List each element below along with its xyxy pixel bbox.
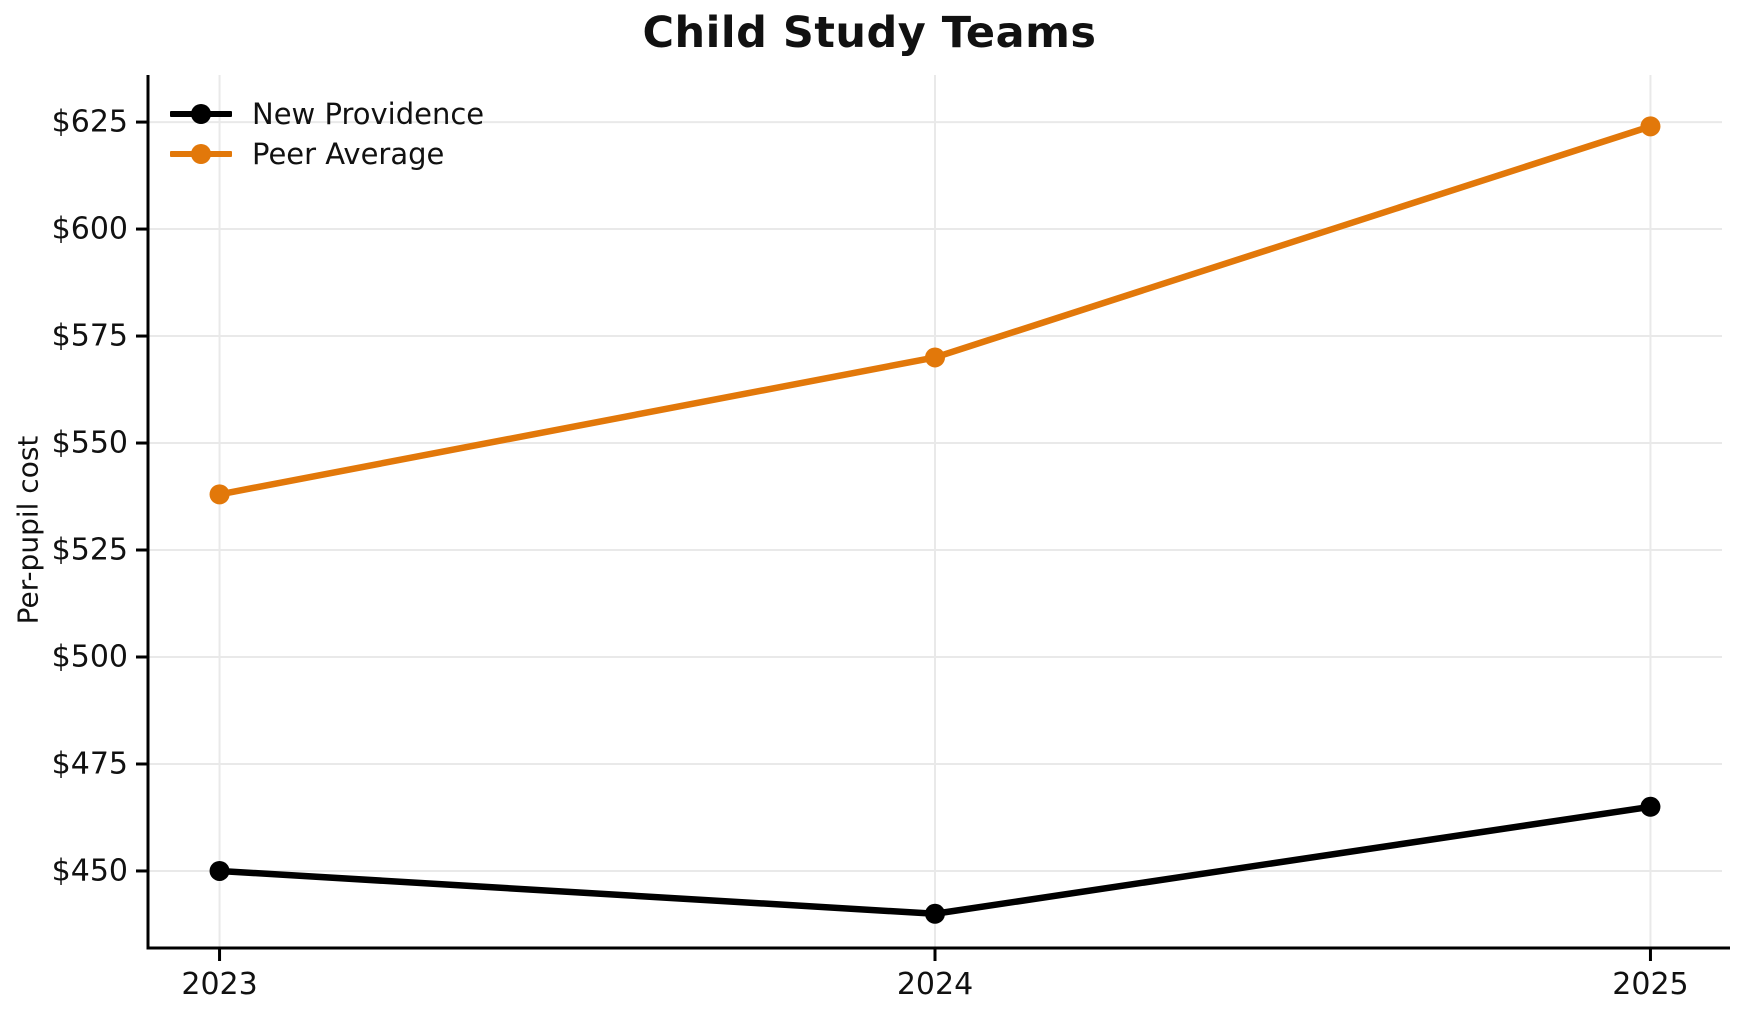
legend-swatch-icon	[170, 143, 232, 165]
legend-item-label: New Providence	[252, 96, 485, 131]
data-point-peer-average	[1640, 116, 1661, 137]
y-tick-label: $450	[51, 853, 128, 889]
y-tick-label: $550	[51, 425, 128, 461]
legend-item: Peer Average	[170, 134, 484, 173]
data-point-peer-average	[925, 347, 945, 368]
y-tick-label: $625	[51, 104, 128, 140]
chart-title: Child Study Teams	[642, 8, 1097, 58]
y-tick-label: $475	[51, 746, 128, 782]
legend-swatch-icon	[170, 103, 232, 125]
legend-marker-icon	[191, 143, 211, 164]
data-point-new-providence	[1640, 796, 1661, 817]
y-tick-label: $500	[51, 639, 128, 675]
x-tick-label: 2024	[896, 967, 974, 1002]
legend-item: New Providence	[170, 94, 484, 133]
y-tick-label: $600	[51, 211, 128, 247]
legend: New Providence Peer Average	[170, 94, 484, 173]
x-tick-label: 2025	[1612, 967, 1689, 1002]
data-point-new-providence	[209, 860, 230, 881]
y-tick-label: $575	[51, 318, 128, 354]
data-point-peer-average	[209, 484, 230, 505]
data-point-new-providence	[925, 903, 945, 924]
legend-marker-icon	[191, 103, 211, 124]
legend-item-label: Peer Average	[252, 136, 445, 171]
y-axis-label: Per-pupil cost	[11, 435, 45, 625]
x-tick-label: 2023	[181, 967, 258, 1002]
y-tick-label: $525	[51, 532, 128, 568]
